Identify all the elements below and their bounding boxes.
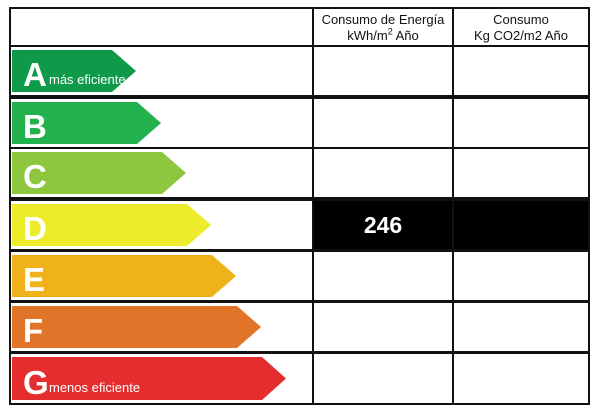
rating-arrow-shape	[12, 152, 186, 194]
energy-value-cell	[312, 352, 454, 405]
rating-row-d: D	[9, 199, 314, 251]
rating-letter: C	[23, 158, 47, 195]
rating-arrow-b: B	[12, 102, 161, 145]
co2-value-cell	[452, 352, 590, 405]
energy-unit-sup: 2	[387, 26, 393, 37]
energy-column-header: Consumo de Energía kWh/m2 Año	[314, 12, 452, 44]
rating-arrow-c: C	[12, 152, 186, 195]
rating-letter: F	[23, 312, 43, 349]
co2-value-cell-selected	[452, 199, 590, 251]
energy-unit-suffix: Año	[392, 28, 419, 43]
energy-value-cell	[312, 45, 454, 97]
energy-header-line2: kWh/m2 Año	[314, 26, 452, 44]
energy-value-cell-selected: 246	[312, 199, 454, 251]
co2-value-cell	[452, 147, 590, 199]
rating-arrow-shape	[12, 357, 286, 400]
rating-arrow-shape	[12, 102, 161, 144]
rating-label: más eficiente	[49, 72, 126, 87]
rating-letter: B	[23, 108, 47, 145]
rating-row-b: B	[9, 97, 314, 149]
energy-rating-table: Consumo de Energía kWh/m2 Año Consumo Kg…	[9, 7, 590, 405]
rating-letter: A	[23, 56, 47, 93]
co2-header-line2: Kg CO2/m2 Año	[474, 28, 568, 43]
energy-value-cell	[312, 147, 454, 199]
rating-letter: D	[23, 210, 47, 247]
energy-value: 246	[363, 211, 403, 238]
header-blank-cell	[9, 7, 314, 47]
rating-arrow-shape	[12, 255, 236, 297]
rating-arrow-shape	[12, 204, 211, 246]
rating-arrow-f: F	[12, 306, 261, 349]
co2-value-cell	[452, 97, 590, 149]
rating-row-c: C	[9, 147, 314, 199]
rating-letter: G	[23, 364, 49, 401]
energy-header-line1: Consumo de Energía	[321, 12, 445, 27]
header-co2-cell: Consumo Kg CO2/m2 Año	[452, 7, 590, 47]
rating-row-e: E	[9, 250, 314, 302]
rating-arrow-d: D	[12, 204, 211, 247]
rating-arrow-e: E	[12, 255, 236, 298]
co2-value-cell	[452, 45, 590, 97]
header-energy-cell: Consumo de Energía kWh/m2 Año	[312, 7, 454, 47]
energy-value-cell	[312, 250, 454, 302]
co2-value-cell	[452, 301, 590, 353]
energy-unit-prefix: kWh/m	[347, 28, 388, 43]
rating-letter: E	[23, 261, 45, 298]
co2-value-cell	[452, 250, 590, 302]
rating-arrow-shape	[12, 306, 261, 348]
co2-header-line1: Consumo	[493, 12, 549, 27]
rating-row-f: F	[9, 301, 314, 353]
rating-label: menos eficiente	[49, 380, 140, 395]
rating-arrow-shape	[12, 50, 136, 92]
energy-value-cell	[312, 97, 454, 149]
co2-column-header: Consumo Kg CO2/m2 Año	[454, 12, 588, 44]
energy-value-cell	[312, 301, 454, 353]
